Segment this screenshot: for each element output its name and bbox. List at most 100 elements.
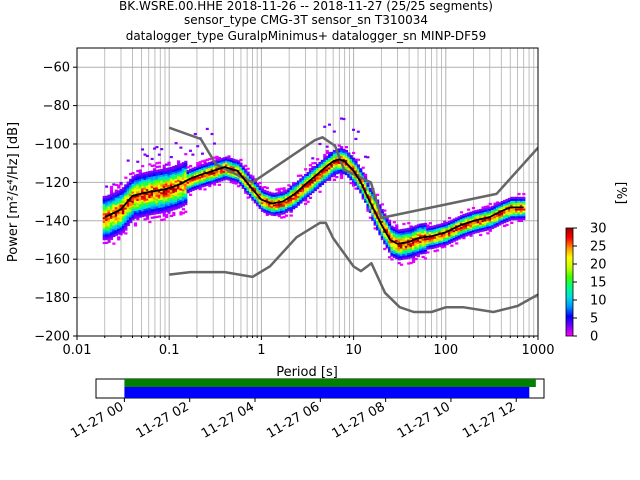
psd-cell xyxy=(184,210,188,213)
psd-cell xyxy=(181,194,186,197)
psd-cell xyxy=(124,215,128,218)
psd-cell xyxy=(510,210,514,213)
psd-cell xyxy=(265,209,269,213)
psd-cell xyxy=(510,216,514,219)
psd-cell xyxy=(476,224,480,228)
psd-cell xyxy=(402,228,406,231)
psd-cell xyxy=(455,242,459,245)
psd-cell xyxy=(366,205,370,208)
psd-cell xyxy=(153,206,157,209)
psd-cell xyxy=(404,243,408,246)
psd-cell xyxy=(296,186,301,189)
psd-cell xyxy=(121,214,126,217)
psd-cell xyxy=(179,194,183,197)
psd-cell xyxy=(114,208,118,211)
psd-cell xyxy=(522,217,526,221)
psd-cell xyxy=(505,216,509,219)
psd-cell xyxy=(212,179,217,182)
psd-cell xyxy=(270,211,274,214)
psd-cell xyxy=(325,167,329,170)
psd-cell xyxy=(342,158,346,161)
psd-cell xyxy=(330,153,334,157)
psd-cell xyxy=(136,214,140,217)
psd-cell xyxy=(157,182,162,186)
psd-cell xyxy=(349,156,353,160)
psd-cell xyxy=(416,249,420,252)
psd-cell xyxy=(515,216,519,219)
psd-cell xyxy=(505,214,509,217)
psd-cell xyxy=(325,174,329,178)
noise-model-low-line xyxy=(169,221,538,314)
psd-cell xyxy=(148,188,152,191)
psd-cell xyxy=(373,223,377,226)
psd-cell xyxy=(109,205,114,208)
psd-cell xyxy=(210,161,214,164)
psd-cell xyxy=(138,205,142,209)
psd-cell xyxy=(409,231,413,234)
psd-cell xyxy=(366,194,370,197)
psd-cell xyxy=(491,221,495,224)
psd-cell xyxy=(268,210,272,213)
psd-cell xyxy=(402,247,406,251)
psd-cell xyxy=(224,160,229,163)
psd-cell xyxy=(167,198,171,201)
psd-cell xyxy=(318,181,322,184)
psd-cell xyxy=(177,181,181,184)
psd-cell xyxy=(483,221,488,224)
psd-cell xyxy=(208,175,212,178)
psd-cell xyxy=(148,213,152,216)
psd-cell xyxy=(246,173,250,176)
psd-cell xyxy=(162,189,166,192)
psd-cell xyxy=(155,165,159,169)
psd-cell xyxy=(354,168,358,171)
psd-cell xyxy=(265,194,269,197)
psd-cell xyxy=(383,236,387,239)
psd-cell xyxy=(155,173,159,176)
psd-cell xyxy=(160,209,164,212)
psd-cell xyxy=(280,216,284,219)
psd-cell xyxy=(275,203,279,207)
psd-cell xyxy=(522,198,526,201)
psd-cell xyxy=(184,193,188,196)
psd-cell xyxy=(423,222,428,226)
psd-cell xyxy=(131,189,135,192)
psd-cell xyxy=(260,203,265,207)
psd-cell xyxy=(234,159,238,162)
psd-cell xyxy=(198,188,202,191)
psd-cell xyxy=(462,235,466,238)
psd-cell xyxy=(119,200,123,203)
psd-cell xyxy=(457,237,461,240)
psd-cell xyxy=(193,170,197,173)
psd-cell xyxy=(129,215,133,218)
psd-cell xyxy=(138,186,142,189)
psd-cell xyxy=(356,185,361,188)
psd-cell xyxy=(476,209,480,212)
psd-cell xyxy=(284,195,289,198)
psd-cell xyxy=(258,185,262,188)
psd-cell xyxy=(330,151,334,155)
psd-cell xyxy=(287,207,291,210)
psd-cell xyxy=(385,223,389,226)
psd-cell-outlier xyxy=(179,146,183,149)
psd-cell xyxy=(184,162,188,165)
psd-cell xyxy=(220,161,224,165)
psd-cell xyxy=(387,225,392,228)
psd-cell xyxy=(114,229,118,233)
psd-cell xyxy=(352,180,356,183)
psd-cell xyxy=(397,248,401,251)
psd-cell xyxy=(498,223,502,226)
psd-cell xyxy=(277,207,281,210)
psd-cell xyxy=(251,186,255,190)
psd-cell xyxy=(440,228,444,232)
psd-cell xyxy=(311,173,315,176)
psd-cell xyxy=(304,173,308,177)
psd-cell xyxy=(184,170,188,173)
psd-cell xyxy=(265,186,269,190)
psd-cell xyxy=(443,228,447,231)
psd-cell xyxy=(248,182,253,185)
psd-cell xyxy=(162,172,166,175)
psd-cell xyxy=(172,165,176,169)
psd-cell xyxy=(426,232,430,235)
psd-cell xyxy=(205,166,209,169)
psd-cell xyxy=(361,193,365,196)
